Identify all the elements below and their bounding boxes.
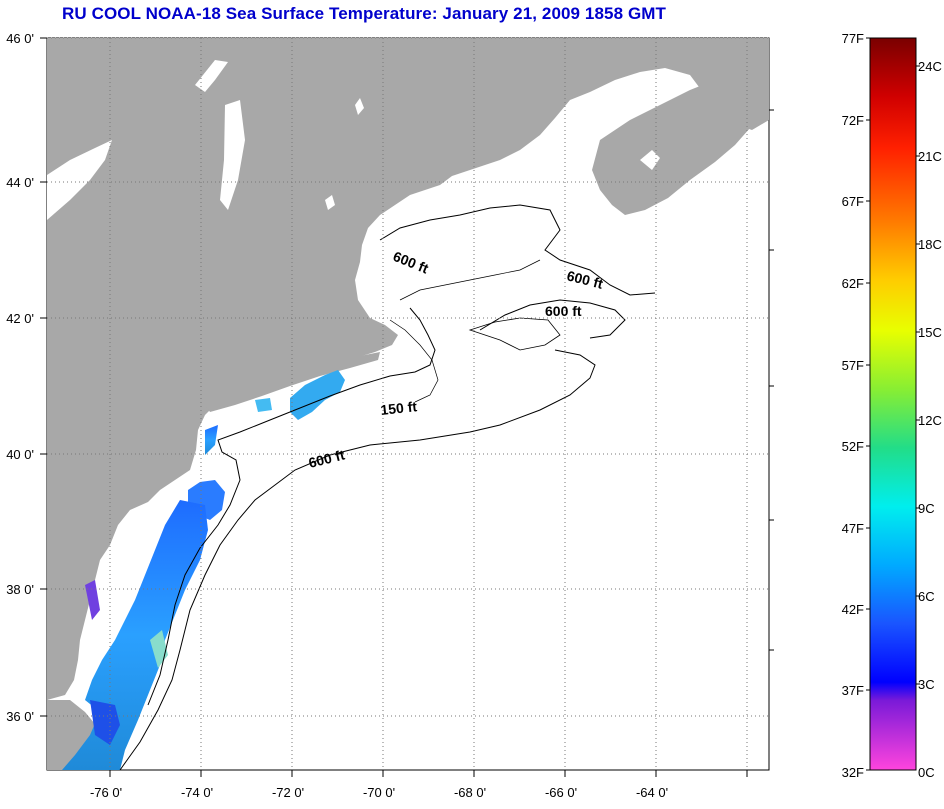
sst-long-island-patch [290,370,345,420]
contour-label-600ft-georges: 600 ft [545,303,582,319]
colorbar-label-57f: 57F [842,358,864,373]
lon-label-72: -72 0' [272,785,304,800]
lat-label-42: 42 0' [6,311,34,326]
contour-600ft-shelf [119,349,596,770]
lat-label-36: 36 0' [6,709,34,724]
colorbar [869,37,917,771]
lon-label-66: -66 0' [545,785,577,800]
contour-150ft [147,307,436,706]
colorbar-label-18c: 18C [918,237,942,252]
colorbar-ticks [866,37,920,771]
lat-label-38: 38 0' [6,582,34,597]
lon-label-76: -76 0' [90,785,122,800]
map-graticule [47,37,769,770]
colorbar-label-3c: 3C [918,677,935,692]
sst-coastal-band [205,425,218,455]
lat-label-44: 44 0' [6,175,34,190]
colorbar-label-6c: 6C [918,589,935,604]
land-nova-scotia [592,70,769,215]
lon-label-68: -68 0' [454,785,486,800]
colorbar-label-72f: 72F [842,113,864,128]
lon-label-70: -70 0' [363,785,395,800]
lat-label-46: 46 0' [6,31,34,46]
map-ticks [40,37,774,777]
lon-label-74: -74 0' [181,785,213,800]
colorbar-label-12c: 12C [918,413,942,428]
contour-label-150ft: 150 ft [380,398,418,418]
colorbar-label-47f: 47F [842,521,864,536]
colorbar-label-37f: 37F [842,683,864,698]
colorbar-label-9c: 9C [918,501,935,516]
colorbar-label-42f: 42F [842,602,864,617]
colorbar-label-24c: 24C [918,59,942,74]
lon-label-64: -64 0' [636,785,668,800]
lat-label-40: 40 0' [6,447,34,462]
colorbar-label-0c: 0C [918,765,935,780]
map-title: RU COOL NOAA-18 Sea Surface Temperature:… [62,4,667,23]
colorbar-label-67f: 67F [842,194,864,209]
contour-600ft-georges [479,299,626,339]
colorbar-label-62f: 62F [842,276,864,291]
colorbar-label-77f: 77F [842,31,864,46]
colorbar-label-21c: 21C [918,149,942,164]
colorbar-label-32f: 32F [842,765,864,780]
colorbar-label-52f: 52F [842,439,864,454]
contour-600ft-gulf [379,204,656,296]
colorbar-label-15c: 15C [918,325,942,340]
